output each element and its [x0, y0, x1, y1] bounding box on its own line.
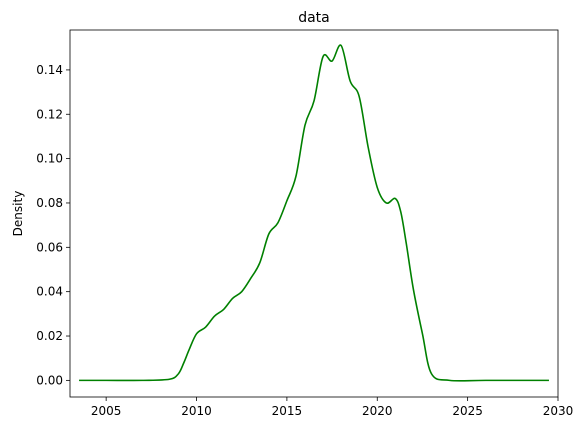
y-tick-label: 0.06 — [36, 240, 63, 254]
y-axis-label: Density — [11, 191, 25, 237]
y-tick-label: 0.08 — [36, 196, 63, 210]
chart-title: data — [298, 10, 330, 26]
plot-border — [69, 29, 559, 398]
y-tick-label: 0.00 — [36, 373, 63, 387]
plot-frame — [69, 29, 559, 398]
y-tick-label: 0.04 — [36, 285, 63, 299]
y-tick-label: 0.02 — [36, 329, 63, 343]
x-tick-label: 2020 — [362, 404, 393, 418]
y-tick-label: 0.12 — [36, 107, 63, 121]
density-line-series-0 — [79, 44, 549, 382]
y-tick-label: 0.14 — [36, 63, 63, 77]
y-tick-label: 0.10 — [36, 152, 63, 166]
x-axis: 2005 2010 2015 2020 2025 2030 — [91, 397, 573, 418]
x-tick-label: 2030 — [543, 404, 574, 418]
series-layer — [79, 44, 549, 382]
x-tick-label: 2010 — [181, 404, 212, 418]
x-tick-label: 2005 — [91, 404, 122, 418]
x-tick-label: 2015 — [272, 404, 303, 418]
x-tick-label: 2025 — [452, 404, 483, 418]
y-axis: 0.00 0.02 0.04 0.06 0.08 0.10 0.12 0.14 — [36, 63, 70, 387]
